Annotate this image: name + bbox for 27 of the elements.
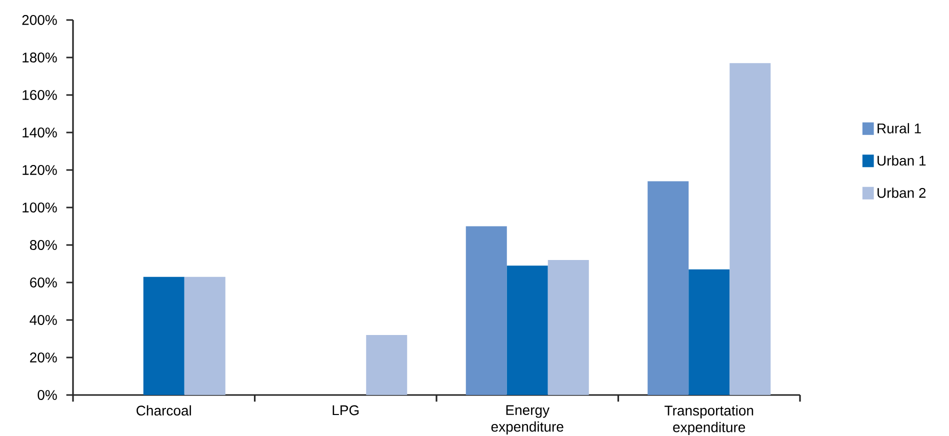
- x-tick-label: Energy expenditure: [491, 405, 564, 434]
- y-tick-label: 20%: [30, 352, 57, 362]
- bar: [466, 226, 507, 395]
- y-tick-label: 200%: [22, 15, 57, 25]
- legend-label: Urban 1: [878, 155, 926, 166]
- y-tick-label: 160%: [22, 90, 57, 100]
- bar: [648, 181, 689, 395]
- y-tick-label: 40%: [30, 315, 57, 325]
- y-tick-label: 80%: [30, 240, 57, 250]
- bar: [366, 335, 408, 395]
- x-tick-label: Transportation expenditure: [664, 405, 754, 435]
- bar: [688, 269, 730, 395]
- y-tick-label: 120%: [22, 165, 57, 175]
- x-tick-label: LPG: [332, 405, 359, 416]
- y-tick-label: 60%: [30, 278, 57, 288]
- bar: [506, 266, 548, 395]
- bar: [548, 260, 589, 395]
- bar: [184, 276, 226, 395]
- bar: [730, 63, 771, 395]
- y-tick-label: 140%: [22, 128, 57, 138]
- y-tick-label: 0%: [38, 390, 57, 400]
- legend-label: Urban 2: [878, 188, 926, 198]
- y-tick-label: 180%: [22, 52, 57, 62]
- bar: [143, 276, 184, 395]
- y-tick-label: 100%: [22, 202, 57, 212]
- legend-label: Rural 1: [878, 123, 921, 134]
- x-tick-label: Charcoal: [136, 405, 191, 416]
